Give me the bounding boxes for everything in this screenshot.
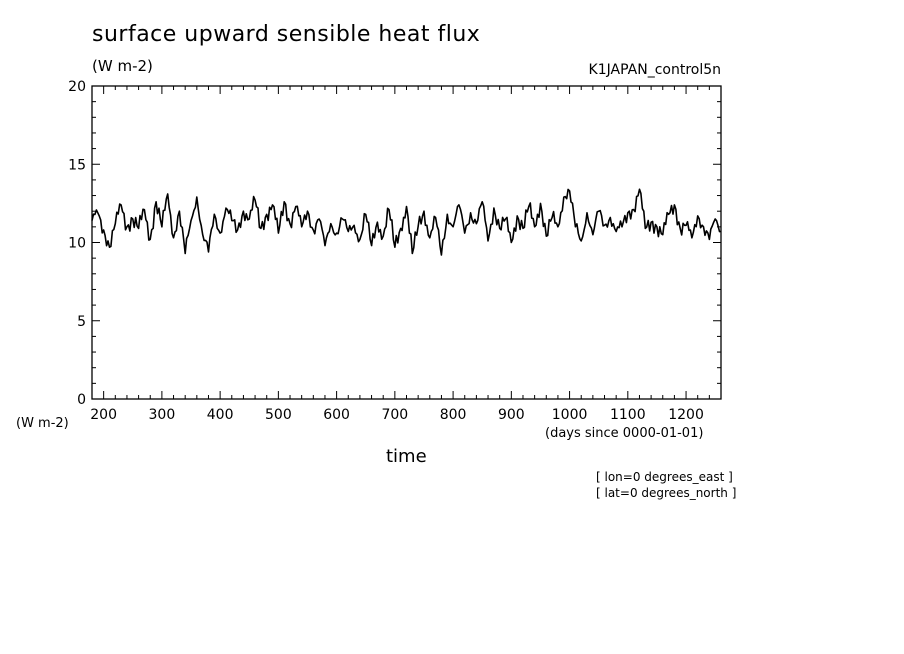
axis-tick-labels: 200 300 400 500 600 700 800 900 1000 1100 1200 0 5 10…	[68, 79, 704, 423]
x-axis-label: time	[386, 446, 427, 467]
x-tick-label: 300	[149, 407, 176, 423]
x-tick-label: 700	[381, 407, 408, 423]
x-tick-label: 900	[498, 407, 525, 423]
x-tick-label: 1100	[610, 407, 646, 423]
x-axis-units: (days since 0000-01-01)	[545, 426, 704, 441]
y-tick-label: 15	[68, 157, 86, 173]
x-tick-label: 1200	[668, 407, 704, 423]
chart-units: (W m-2)	[92, 57, 153, 75]
x-tick-label: 500	[265, 407, 292, 423]
series-line	[91, 188, 722, 256]
x-tick-label: 200	[90, 407, 117, 423]
x-tick-label: 600	[323, 407, 350, 423]
y-axis-units: (W m-2)	[16, 416, 69, 431]
dataset-label: K1JAPAN_control5n	[588, 62, 721, 78]
y-tick-label: 10	[68, 236, 86, 252]
chart-title: surface upward sensible heat flux	[92, 22, 481, 47]
y-tick-label: 20	[68, 79, 86, 95]
axis-ticks	[91, 85, 722, 400]
annotation-lon: [ lon=0 degrees_east ]	[596, 470, 733, 484]
x-tick-label: 1000	[552, 407, 588, 423]
annotation-lat: [ lat=0 degrees_north ]	[596, 486, 737, 500]
x-tick-label: 800	[440, 407, 467, 423]
y-tick-label: 0	[77, 392, 86, 408]
x-tick-label: 400	[207, 407, 234, 423]
y-tick-label: 5	[77, 314, 86, 330]
